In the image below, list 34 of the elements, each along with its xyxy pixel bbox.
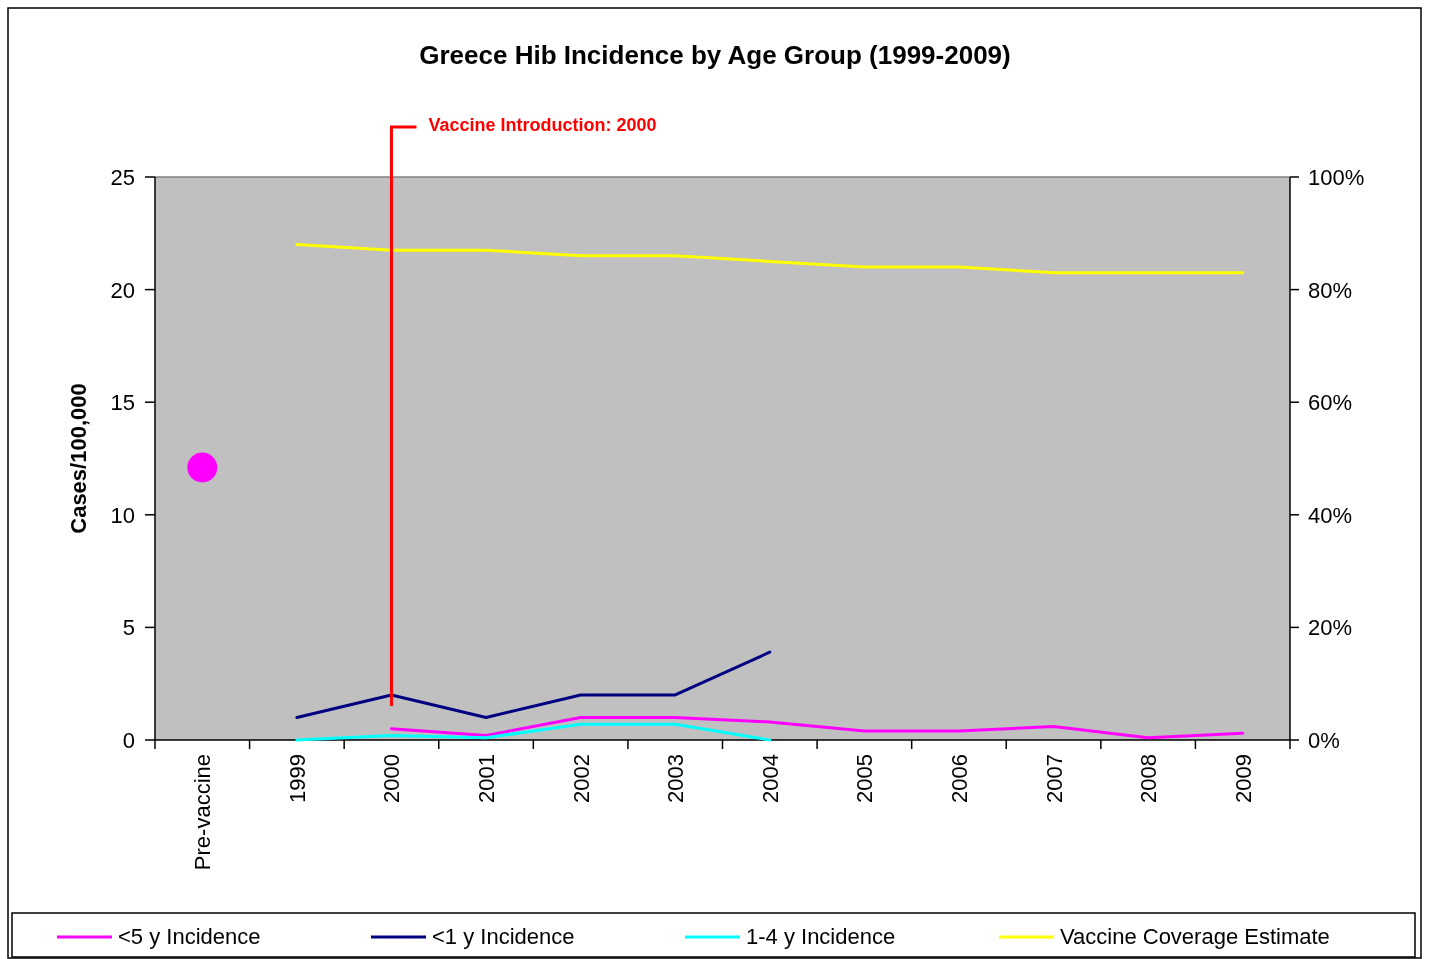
x-tick-label: 2004 — [757, 754, 783, 803]
y-tick-label: 15 — [110, 390, 135, 416]
y-tick-label: 25 — [110, 165, 135, 190]
line-series — [295, 722, 772, 742]
x-tick-label: 1999 — [284, 754, 310, 803]
legend-label: 1-4 y Incidence — [746, 924, 896, 949]
x-tick-label: 2003 — [663, 754, 689, 803]
y2-tick-label: 60% — [1308, 390, 1353, 416]
legend-label: Vaccine Coverage Estimate — [1060, 924, 1330, 949]
y2-tick-label: 100% — [1308, 165, 1365, 190]
x-tick-label: 2008 — [1136, 754, 1162, 803]
x-tick-label: 2007 — [1041, 754, 1067, 803]
line-series — [389, 715, 1245, 740]
y-tick-label: 10 — [110, 502, 135, 528]
x-tick-label: 2002 — [568, 754, 594, 803]
line-series — [295, 243, 1245, 275]
chart-title: Greece Hib Incidence by Age Group (1999-2009) — [419, 40, 1011, 70]
y-axis-title: Cases/100,000 — [66, 383, 91, 534]
legend-label: <1 y Incidence — [432, 924, 575, 949]
y-tick-label: 20 — [110, 277, 135, 303]
x-tick-label: 2005 — [852, 754, 878, 803]
y-tick-label: 5 — [122, 615, 135, 641]
x-tick-label: 2001 — [474, 754, 500, 803]
x-tick-label: 2006 — [946, 754, 972, 803]
y2-tick-label: 40% — [1308, 502, 1353, 528]
y-tick-label: 0 — [122, 728, 135, 753]
y2-tick-label: 80% — [1308, 277, 1353, 303]
y2-tick-label: 0% — [1308, 728, 1340, 753]
y2-tick-label: 20% — [1308, 615, 1353, 641]
x-tick-label: 2009 — [1230, 754, 1256, 803]
ref-line-label: Vaccine Introduction: 2000 — [428, 115, 657, 135]
x-tick-label: Pre-vaccine — [190, 754, 216, 871]
legend-label: <5 y Incidence — [118, 924, 261, 949]
x-tick-label: 2000 — [379, 754, 405, 803]
